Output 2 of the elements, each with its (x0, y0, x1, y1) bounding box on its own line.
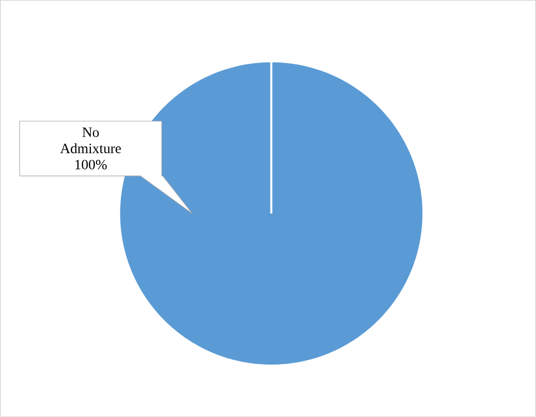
slice-label: No Admixture (60, 127, 121, 154)
data-label: 100% (75, 160, 107, 170)
